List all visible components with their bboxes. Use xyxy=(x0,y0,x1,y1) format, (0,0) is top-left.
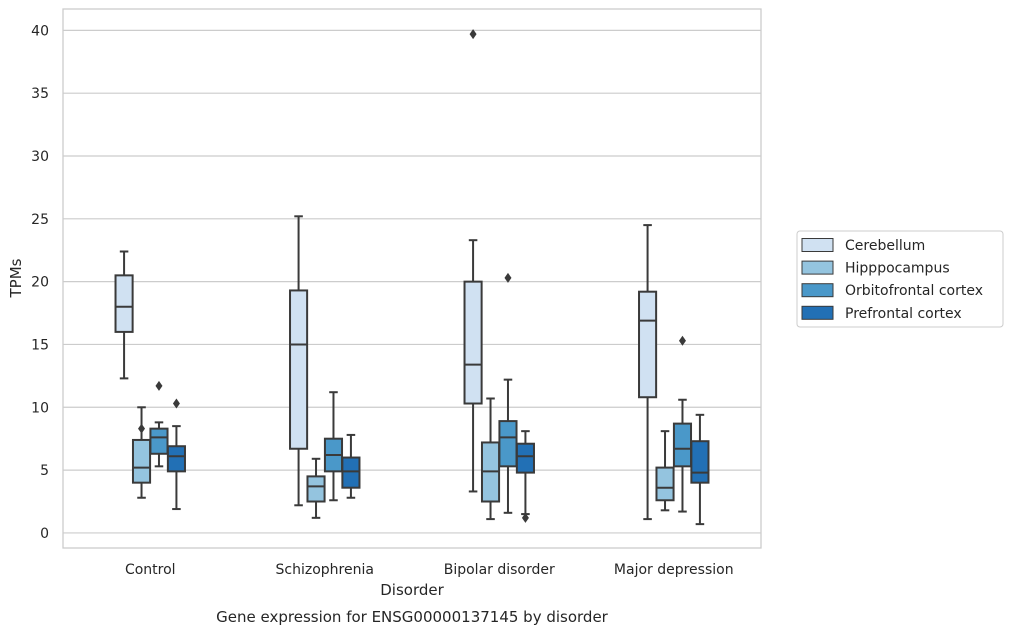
box-body xyxy=(638,290,658,399)
legend-swatch xyxy=(801,283,834,298)
legend-frame xyxy=(796,230,1004,328)
legend-swatch xyxy=(801,305,834,320)
outlier-point xyxy=(504,272,512,283)
y-tick-label: 25 xyxy=(31,212,49,228)
box-hipppocampus-0 xyxy=(131,406,152,499)
box-body xyxy=(149,427,169,455)
x-axis-ticks: Control Schizophrenia Bipolar disorder Majo… xyxy=(125,562,734,578)
box-body xyxy=(131,438,152,484)
legend-label: Prefrontal cortex xyxy=(845,306,962,322)
outlier-point xyxy=(678,335,686,346)
box-prefrontal-cortex-0 xyxy=(166,398,186,511)
box-body xyxy=(655,466,675,502)
outlier-point xyxy=(155,380,163,391)
box-orbitofrontal-cortex-2 xyxy=(498,272,518,514)
legend-label: Cerebellum xyxy=(845,238,925,254)
x-tick-label: Schizophrenia xyxy=(276,562,374,578)
box-orbitofrontal-cortex-1 xyxy=(323,391,344,502)
chart-caption: Gene expression for ENSG00000137145 by d… xyxy=(216,608,609,626)
legend-swatch xyxy=(801,260,834,275)
legend-swatch xyxy=(801,238,834,252)
y-tick-label: 0 xyxy=(40,526,49,542)
box-body xyxy=(463,280,483,405)
y-tick-label: 15 xyxy=(31,337,49,353)
box-cerebellum-0 xyxy=(114,250,134,380)
y-tick-label: 40 xyxy=(31,23,49,39)
box-orbitofrontal-cortex-3 xyxy=(672,335,693,513)
box-cerebellum-2 xyxy=(463,29,483,493)
box-hipppocampus-1 xyxy=(306,457,326,519)
box-cerebellum-1 xyxy=(289,215,309,507)
box-body xyxy=(515,442,535,474)
box-body xyxy=(498,420,518,468)
legend-label: Orbitofrontal cortex xyxy=(845,283,983,299)
legend: Cerebellum Hipppocampus Orbitofrontal cort… xyxy=(796,230,1004,328)
outlier-point xyxy=(172,398,180,409)
y-tick-label: 5 xyxy=(40,463,49,479)
outlier-point xyxy=(138,423,146,434)
y-axis-ticks: 0 5 10 15 20 25 30 35 40 xyxy=(31,23,49,542)
box-body xyxy=(306,475,326,503)
y-tick-label: 10 xyxy=(31,400,49,416)
legend-entries: Cerebellum Hipppocampus Orbitofrontal cort… xyxy=(801,238,983,322)
x-tick-label: Control xyxy=(125,562,176,578)
box-plot-marks xyxy=(114,29,710,526)
box-orbitofrontal-cortex-0 xyxy=(149,380,169,468)
box-hipppocampus-2 xyxy=(480,397,501,521)
box-body xyxy=(672,422,693,468)
box-body xyxy=(289,289,309,450)
y-axis-title: TPMs xyxy=(7,258,25,298)
box-prefrontal-cortex-1 xyxy=(341,433,361,499)
box-cerebellum-3 xyxy=(638,224,658,521)
y-tick-label: 35 xyxy=(31,86,49,102)
box-prefrontal-cortex-3 xyxy=(690,413,710,526)
x-tick-label: Bipolar disorder xyxy=(444,562,555,578)
legend-label: Hipppocampus xyxy=(845,261,950,277)
plot-area-frame xyxy=(62,8,762,549)
box-body xyxy=(166,445,186,473)
outlier-point xyxy=(521,512,529,523)
x-tick-label: Major depression xyxy=(614,562,734,578)
x-axis-title: Disorder xyxy=(380,581,444,599)
y-tick-label: 20 xyxy=(31,275,49,291)
y-tick-label: 30 xyxy=(31,149,49,165)
outlier-point xyxy=(469,29,477,40)
box-body xyxy=(114,274,134,333)
box-hipppocampus-3 xyxy=(655,430,675,512)
box-body xyxy=(690,440,710,484)
box-prefrontal-cortex-2 xyxy=(515,430,535,523)
box-body xyxy=(341,456,361,489)
